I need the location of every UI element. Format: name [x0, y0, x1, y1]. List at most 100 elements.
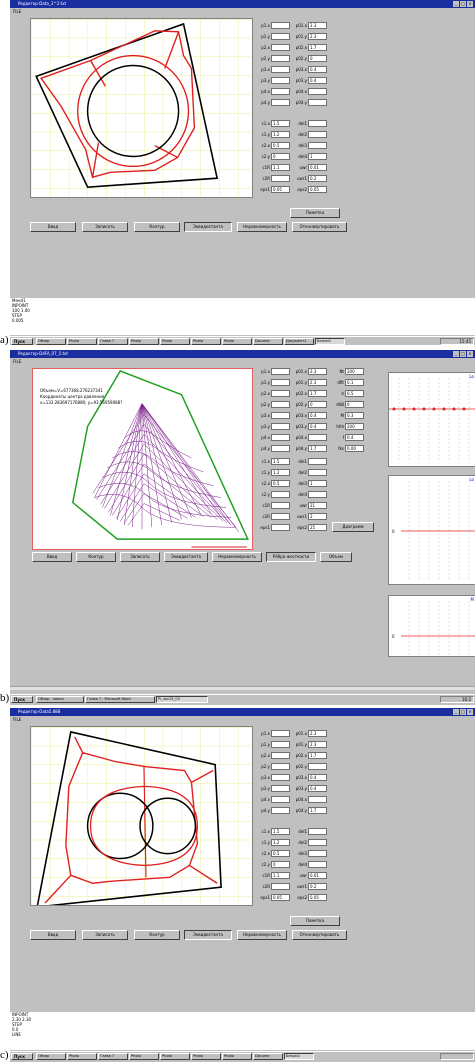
mark-button[interactable]: Пометка [290, 208, 340, 218]
task-item[interactable]: Photo [129, 1053, 159, 1060]
mark-button[interactable]: Пометка [290, 916, 340, 926]
field-input[interactable] [308, 491, 327, 498]
field-input[interactable]: 0.3 [345, 412, 364, 419]
field-input[interactable] [308, 88, 327, 95]
field-input[interactable] [271, 434, 290, 441]
export-button[interactable]: Отконвертировать [292, 222, 347, 232]
field-input[interactable]: 0.5 [345, 390, 364, 397]
task-item[interactable]: Безым1 [284, 1053, 314, 1060]
field-input[interactable]: 0.4 [308, 423, 327, 430]
task-item[interactable]: Photo [191, 338, 221, 345]
task-item[interactable]: Документ1 [284, 338, 314, 345]
task-item[interactable]: Docume [253, 338, 283, 345]
field-input[interactable]: 1.5 [271, 828, 290, 835]
task-item[interactable]: Глава 7 - Microsoft Word [85, 696, 155, 703]
field-input[interactable]: 0 [345, 401, 364, 408]
field-input[interactable] [271, 730, 290, 737]
field-input[interactable]: 0.2 [308, 175, 327, 182]
field-input[interactable]: 0.01 [308, 164, 327, 171]
field-input[interactable]: 1.1 [271, 164, 290, 171]
field-input[interactable] [271, 445, 290, 452]
task-item[interactable]: Photo [191, 1053, 221, 1060]
input-button[interactable]: Ввод [32, 552, 72, 562]
contour-button[interactable]: Контур [134, 930, 180, 940]
field-input[interactable] [308, 828, 327, 835]
field-input[interactable]: 1.7 [308, 390, 327, 397]
contour-button[interactable]: Контур [134, 222, 180, 232]
field-input[interactable] [271, 44, 290, 51]
volume-button[interactable]: Объем [320, 552, 352, 562]
task-item[interactable]: Photo [222, 1053, 252, 1060]
minimize-icon[interactable]: _ [453, 1, 459, 7]
field-input[interactable]: 0.2 [308, 883, 327, 890]
equidistant-button[interactable]: Эквидистанта [164, 552, 208, 562]
start-button[interactable]: Пуск [11, 1053, 33, 1060]
field-input[interactable] [271, 175, 290, 182]
nonuniformity-button[interactable]: Неравномерность [237, 222, 287, 232]
task-item[interactable]: Photo [67, 1053, 97, 1060]
field-input[interactable]: 2.3 [308, 33, 327, 40]
input-button[interactable]: Ввод [30, 222, 76, 232]
field-input[interactable] [271, 401, 290, 408]
diagram-button[interactable]: Диаграмм [332, 522, 374, 532]
field-input[interactable]: 0.4 [308, 774, 327, 781]
field-input[interactable] [271, 752, 290, 759]
plot-area[interactable] [32, 368, 253, 550]
field-input[interactable]: 1 [308, 153, 327, 160]
field-input[interactable] [271, 524, 290, 531]
menu-file[interactable]: FILE [13, 359, 22, 364]
field-input[interactable] [308, 861, 327, 868]
field-input[interactable] [308, 850, 327, 857]
field-input[interactable]: 1.7 [308, 807, 327, 814]
stiffness-ribs-button[interactable]: Рёбра жесткости [266, 552, 316, 562]
field-input[interactable] [271, 796, 290, 803]
save-button[interactable]: Записать [82, 930, 128, 940]
field-input[interactable]: 0.5 [271, 850, 290, 857]
menu-file[interactable]: FILE [13, 9, 22, 14]
task-item[interactable]: Обзор - папка [36, 696, 84, 703]
nonuniformity-button[interactable]: Неравномерность [212, 552, 262, 562]
field-input[interactable] [271, 502, 290, 509]
close-icon[interactable]: × [467, 351, 473, 357]
field-input[interactable] [271, 741, 290, 748]
equidistant-button[interactable]: Эквидистанта [184, 930, 232, 940]
task-item[interactable]: Безым1 [315, 338, 345, 345]
field-input[interactable] [271, 807, 290, 814]
input-button[interactable]: Ввод [30, 930, 76, 940]
task-item[interactable]: Docume [253, 1053, 283, 1060]
field-input[interactable]: 0.4 [308, 785, 327, 792]
task-item[interactable]: Photo [129, 338, 159, 345]
field-input[interactable]: 1.7 [308, 752, 327, 759]
field-input[interactable] [271, 55, 290, 62]
field-input[interactable] [308, 120, 327, 127]
plot-area[interactable] [30, 726, 253, 906]
field-input[interactable]: 0.5 [271, 480, 290, 487]
field-input[interactable]: 1.7 [308, 445, 327, 452]
close-icon[interactable]: × [467, 709, 473, 715]
field-input[interactable] [271, 368, 290, 375]
field-input[interactable]: 0.00 [345, 445, 364, 452]
field-input[interactable]: 2.3 [308, 379, 327, 386]
task-item[interactable]: Pr_dsc25_03 [156, 696, 208, 703]
maximize-icon[interactable]: □ [460, 1, 466, 7]
field-input[interactable]: 0.05 [308, 894, 327, 901]
field-input[interactable]: 2.3 [308, 730, 327, 737]
field-input[interactable]: 1.2 [271, 839, 290, 846]
field-input[interactable]: 0.4 [308, 412, 327, 419]
field-input[interactable]: 0.05 [308, 186, 327, 193]
field-input[interactable]: 0.01 [308, 872, 327, 879]
start-button[interactable]: Пуск [11, 696, 33, 703]
field-input[interactable]: 2 [308, 513, 327, 520]
task-item[interactable]: Глава 7 [98, 1053, 128, 1060]
field-input[interactable] [271, 33, 290, 40]
task-item[interactable]: Photo [160, 338, 190, 345]
field-input[interactable]: 0.1 [345, 379, 364, 386]
field-input[interactable] [271, 99, 290, 106]
field-input[interactable] [271, 774, 290, 781]
field-input[interactable]: 0.4 [308, 66, 327, 73]
task-item[interactable]: Photo [160, 1053, 190, 1060]
field-input[interactable] [308, 796, 327, 803]
field-input[interactable] [271, 390, 290, 397]
field-input[interactable] [271, 22, 290, 29]
field-input[interactable] [308, 142, 327, 149]
